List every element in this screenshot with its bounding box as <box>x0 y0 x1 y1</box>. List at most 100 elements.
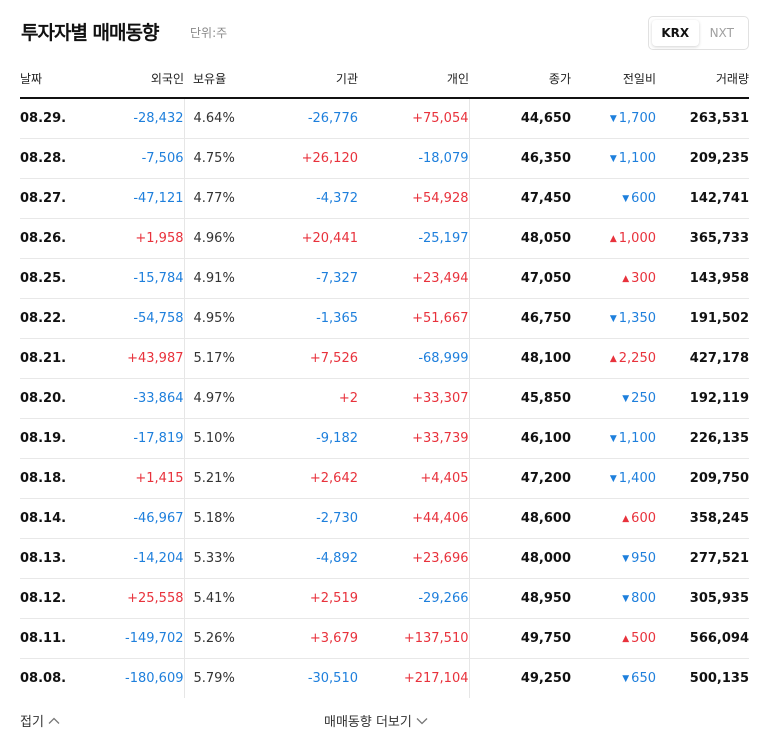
cell-change: ▲ 300 <box>571 258 656 299</box>
cell-change: ▼ 800 <box>571 578 656 619</box>
more-trend-button[interactable]: 매매동향 더보기 <box>324 711 429 730</box>
cell-change: ▼ 1,700 <box>571 98 656 139</box>
cell-volume: 192,119 <box>656 378 749 419</box>
cell-foreign: -33,864 <box>74 378 185 419</box>
cell-date: 08.11. <box>20 618 74 659</box>
chevron-down-icon <box>416 717 428 724</box>
tab-nxt[interactable]: NXT <box>709 26 734 40</box>
table-row: 08.21. +43,987 5.17% +7,526 -68,999 48,100 ▲ 2,… <box>20 338 749 379</box>
change-value: 600 <box>631 190 656 206</box>
investor-trend-table: 날짜 외국인 보유율 기관 개인 종가 전일비 거래량 08.29. -28,43… <box>20 60 749 698</box>
cell-date: 08.19. <box>20 418 74 459</box>
cell-individual: +33,307 <box>358 378 470 419</box>
cell-ownership: 4.95% <box>184 298 259 339</box>
cell-ownership: 4.97% <box>184 378 259 419</box>
change-value: 800 <box>631 590 656 606</box>
col-header-ownership: 보유율 <box>184 60 259 99</box>
cell-ownership: 5.26% <box>184 618 259 659</box>
table-row: 08.13. -14,204 5.33% -4,892 +23,696 48,000 ▼ 95… <box>20 538 749 579</box>
change-value: 500 <box>631 630 656 646</box>
cell-change: ▼ 650 <box>571 658 656 698</box>
tab-krx[interactable]: KRX <box>652 20 699 46</box>
change-value: 1,400 <box>618 470 656 486</box>
cell-institution: -2,730 <box>259 498 358 539</box>
cell-date: 08.13. <box>20 538 74 579</box>
cell-foreign: +1,415 <box>74 458 185 499</box>
table-row: 08.08. -180,609 5.79% -30,510 +217,104 49,250… <box>20 658 749 698</box>
cell-volume: 358,245 <box>656 498 749 539</box>
cell-change: ▼ 1,100 <box>571 138 656 179</box>
cell-institution: -26,776 <box>259 98 358 139</box>
cell-individual: +137,510 <box>358 618 470 659</box>
change-value: 300 <box>631 270 656 286</box>
table-row: 08.14. -46,967 5.18% -2,730 +44,406 48,600 ▲ 60… <box>20 498 749 539</box>
change-value: 650 <box>631 670 656 686</box>
table-row: 08.25. -15,784 4.91% -7,327 +23,494 47,050 ▲ 30… <box>20 258 749 299</box>
cell-institution: -4,372 <box>259 178 358 219</box>
table-row: 08.11. -149,702 5.26% +3,679 +137,510 49,750 ▲… <box>20 618 749 659</box>
collapse-label: 접기 <box>20 715 44 730</box>
cell-institution: -4,892 <box>259 538 358 579</box>
cell-foreign: +43,987 <box>74 338 185 379</box>
triangle-up-icon: ▲ <box>622 633 630 644</box>
cell-institution: -1,365 <box>259 298 358 339</box>
cell-foreign: -7,506 <box>74 138 185 179</box>
cell-date: 08.25. <box>20 258 74 299</box>
cell-institution: +2 <box>259 378 358 419</box>
cell-close: 48,950 <box>469 578 571 619</box>
triangle-down-icon: ▼ <box>609 473 617 484</box>
change-value: 250 <box>631 390 656 406</box>
cell-individual: +75,054 <box>358 98 470 139</box>
col-header-foreign: 외국인 <box>74 60 184 99</box>
cell-change: ▼ 1,350 <box>571 298 656 339</box>
cell-ownership: 5.79% <box>193 670 235 686</box>
unit-label: 단위:주 <box>190 26 228 40</box>
col-header-volume: 거래량 <box>656 60 749 99</box>
cell-volume: 226,135 <box>656 418 749 459</box>
cell-individual: +23,696 <box>358 538 470 579</box>
triangle-down-icon: ▼ <box>609 113 617 124</box>
triangle-up-icon: ▲ <box>622 513 630 524</box>
cell-change: ▼ 250 <box>571 378 656 419</box>
cell-institution: -30,510 <box>307 670 358 686</box>
cell-individual: -68,999 <box>358 338 470 379</box>
chevron-up-icon <box>48 717 60 724</box>
triangle-up-icon: ▲ <box>622 273 630 284</box>
cell-individual: +33,739 <box>358 418 470 459</box>
cell-institution: +26,120 <box>259 138 358 179</box>
change-value: 1,100 <box>618 150 656 166</box>
cell-foreign: -28,432 <box>74 98 185 139</box>
cell-close: 48,000 <box>469 538 571 579</box>
triangle-up-icon: ▲ <box>609 233 617 244</box>
cell-ownership: 5.18% <box>184 498 259 539</box>
cell-close: 46,750 <box>469 298 571 339</box>
cell-individual: -18,079 <box>358 138 470 179</box>
table-row: 08.27. -47,121 4.77% -4,372 +54,928 47,450 ▼ 60… <box>20 178 749 219</box>
cell-volume: 305,935 <box>656 578 749 619</box>
cell-volume: 427,178 <box>656 338 749 379</box>
cell-foreign: -46,967 <box>74 498 185 539</box>
cell-volume: 209,235 <box>656 138 749 179</box>
table-row: 08.18. +1,415 5.21% +2,642 +4,405 47,200 ▼ 1,40… <box>20 458 749 499</box>
cell-foreign: -14,204 <box>74 538 185 579</box>
triangle-up-icon: ▲ <box>609 353 617 364</box>
cell-change: ▼ 950 <box>571 538 656 579</box>
change-value: 950 <box>631 550 656 566</box>
cell-date: 08.29. <box>20 98 74 139</box>
cell-volume: 263,531 <box>656 98 749 139</box>
cell-volume: 566,094 <box>656 618 749 659</box>
cell-change: ▲ 2,250 <box>571 338 656 379</box>
cell-ownership: 4.96% <box>184 218 259 259</box>
cell-foreign: -149,702 <box>74 618 185 659</box>
cell-date: 08.26. <box>20 218 74 259</box>
cell-volume: 500,135 <box>689 670 749 686</box>
cell-date: 08.28. <box>20 138 74 179</box>
table-row: 08.12. +25,558 5.41% +2,519 -29,266 48,950 ▼ 80… <box>20 578 749 619</box>
triangle-down-icon: ▼ <box>609 153 617 164</box>
change-value: 600 <box>631 510 656 526</box>
collapse-button[interactable]: 접기 <box>20 711 61 730</box>
cell-close: 45,850 <box>469 378 571 419</box>
cell-change: ▲ 500 <box>571 618 656 659</box>
cell-foreign: -180,609 <box>74 658 185 698</box>
cell-individual: +217,104 <box>358 658 470 698</box>
